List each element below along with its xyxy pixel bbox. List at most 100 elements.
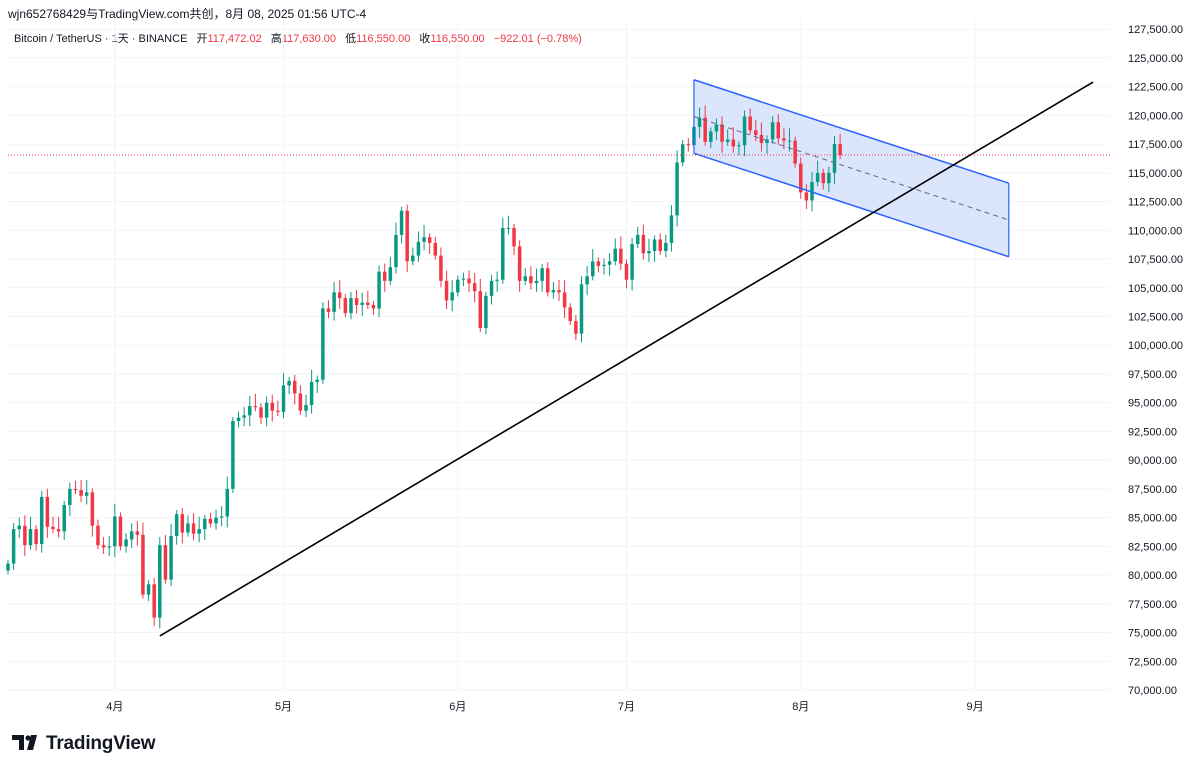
open-value: 117,472.02 bbox=[207, 33, 262, 45]
candle bbox=[186, 515, 190, 537]
candle-body bbox=[709, 131, 713, 142]
candle-body bbox=[607, 261, 612, 265]
candle-body bbox=[405, 210, 409, 262]
candle-body bbox=[737, 145, 741, 147]
candle bbox=[315, 375, 319, 393]
overlays bbox=[8, 79, 1110, 637]
candle-body bbox=[669, 215, 674, 243]
candle-body bbox=[439, 255, 443, 281]
candle bbox=[253, 393, 258, 412]
price-tick-label: 125,000.00 bbox=[1128, 53, 1183, 65]
candle bbox=[264, 396, 269, 427]
candle bbox=[388, 256, 393, 285]
candle-body bbox=[546, 268, 550, 293]
price-tick-label: 127,500.00 bbox=[1128, 24, 1183, 36]
candle-body bbox=[827, 172, 831, 184]
candle-body bbox=[129, 531, 134, 540]
candle-body bbox=[17, 525, 21, 530]
candle bbox=[754, 120, 758, 142]
candle bbox=[472, 272, 477, 303]
candle bbox=[107, 536, 111, 557]
candle-body bbox=[236, 417, 241, 422]
candle-body bbox=[725, 139, 730, 142]
candle-body bbox=[613, 248, 617, 262]
candle bbox=[39, 490, 44, 553]
candle-body bbox=[489, 280, 494, 296]
candle-body bbox=[574, 321, 578, 334]
price-tick-label: 122,500.00 bbox=[1128, 82, 1183, 94]
symbol-label[interactable]: Bitcoin / TetherUS · 1天 · BINANCE bbox=[14, 33, 188, 45]
candle-body bbox=[754, 130, 758, 135]
candle-body bbox=[68, 488, 72, 505]
channel-upper-line bbox=[693, 79, 1010, 184]
candle bbox=[680, 140, 685, 167]
candle-body bbox=[472, 283, 477, 292]
candle-body bbox=[787, 140, 792, 142]
candle bbox=[152, 578, 156, 627]
candle-body bbox=[360, 302, 364, 306]
candle-body bbox=[742, 116, 747, 146]
candle bbox=[79, 479, 83, 503]
price-tick-label: 105,000.00 bbox=[1128, 283, 1183, 295]
candle-body bbox=[394, 234, 398, 268]
candle-body bbox=[366, 302, 370, 306]
price-axis[interactable]: 127,500.00 125,000.00 122,500.00 120,000.00… bbox=[1128, 24, 1183, 697]
candle bbox=[534, 268, 539, 292]
candle-body bbox=[146, 584, 151, 595]
candle bbox=[815, 160, 820, 187]
candle-body bbox=[11, 529, 16, 564]
candle-body bbox=[332, 292, 336, 312]
candle-body bbox=[259, 407, 263, 418]
candle-body bbox=[675, 162, 679, 216]
candle bbox=[506, 215, 511, 235]
candle-body bbox=[444, 280, 449, 301]
candle-body bbox=[703, 117, 707, 142]
candle-body bbox=[523, 276, 528, 281]
candle-body bbox=[484, 295, 488, 328]
time-tick-label: 9月 bbox=[966, 701, 983, 713]
candle bbox=[799, 157, 803, 199]
candle-body bbox=[281, 385, 286, 412]
candle bbox=[51, 516, 55, 534]
price-tick-label: 102,500.00 bbox=[1128, 312, 1183, 324]
candle-body bbox=[96, 525, 100, 546]
candle bbox=[394, 222, 398, 274]
candle-body bbox=[596, 261, 601, 266]
trendline bbox=[159, 81, 1094, 637]
candle-body bbox=[534, 280, 539, 284]
candle bbox=[129, 523, 134, 549]
candle bbox=[416, 231, 421, 262]
candle-body bbox=[90, 492, 95, 526]
candle-body bbox=[141, 534, 145, 595]
candle bbox=[574, 315, 578, 341]
candle bbox=[219, 506, 224, 527]
candle-body bbox=[450, 292, 454, 301]
candle-body bbox=[686, 144, 691, 146]
candle-body bbox=[293, 380, 297, 394]
candle bbox=[163, 534, 168, 584]
candle-body bbox=[821, 172, 825, 184]
candle-body bbox=[388, 267, 393, 281]
candle bbox=[96, 519, 100, 550]
candle bbox=[366, 290, 370, 310]
candle-body bbox=[382, 271, 387, 281]
candle-body bbox=[186, 523, 190, 533]
candle-body bbox=[231, 421, 235, 489]
candle bbox=[11, 523, 16, 570]
candle bbox=[158, 537, 162, 629]
price-tick-label: 117,500.00 bbox=[1128, 139, 1182, 151]
candle-body bbox=[411, 255, 415, 262]
candle bbox=[821, 168, 825, 190]
candle-body bbox=[309, 382, 314, 405]
candle bbox=[174, 510, 179, 545]
time-axis[interactable]: 4月 5月 6月 7月 8月 9月 bbox=[106, 701, 983, 713]
candle-body bbox=[276, 410, 280, 412]
tradingview-logo[interactable]: TradingView bbox=[12, 733, 156, 755]
candle-body bbox=[427, 237, 432, 243]
candle bbox=[343, 294, 348, 318]
candle-body bbox=[776, 122, 781, 139]
candle-body bbox=[714, 124, 719, 132]
candle-body bbox=[248, 406, 252, 416]
candle-body bbox=[810, 182, 814, 201]
